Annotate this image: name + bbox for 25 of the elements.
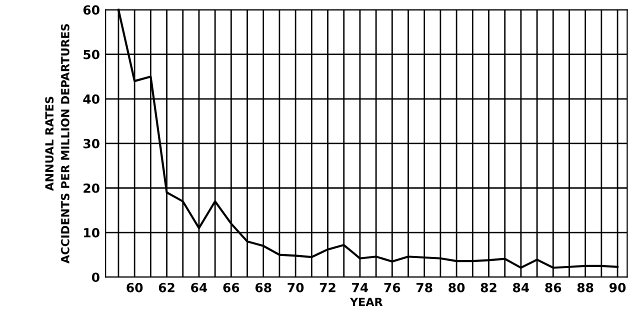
x-tick-label: 82 (480, 282, 496, 292)
y-tick-label: 50 (84, 50, 100, 60)
x-tick-label: 88 (577, 282, 594, 292)
x-tick-label: 60 (126, 282, 143, 292)
y-tick-label: 40 (83, 94, 100, 104)
x-tick-label: 90 (609, 282, 626, 292)
y-tick-label: 0 (92, 272, 100, 282)
y-tick-label: 20 (84, 183, 100, 193)
x-tick-label: 64 (191, 282, 208, 292)
x-tick-label: 70 (288, 282, 304, 292)
x-tick-label: 84 (513, 282, 530, 292)
x-tick-label: 68 (255, 282, 272, 292)
y-axis-title: ANNUAL RATES ACCIDENTS PER MILLION DEPARTURES (45, 24, 70, 264)
x-tick-label: 76 (384, 282, 400, 292)
x-tick-label: 66 (223, 282, 240, 292)
y-tick-label: 30 (83, 138, 100, 148)
x-tick-label: 80 (448, 282, 465, 292)
x-tick-label: 86 (545, 282, 562, 292)
y-tick-label: 10 (84, 228, 100, 238)
y-tick-label: 60 (83, 5, 100, 15)
x-axis-title: YEAR (350, 298, 383, 306)
x-tick-label: 72 (320, 282, 336, 292)
x-tick-label: 74 (352, 283, 368, 292)
x-tick-label: 78 (416, 282, 432, 292)
x-tick-label: 62 (158, 282, 174, 292)
